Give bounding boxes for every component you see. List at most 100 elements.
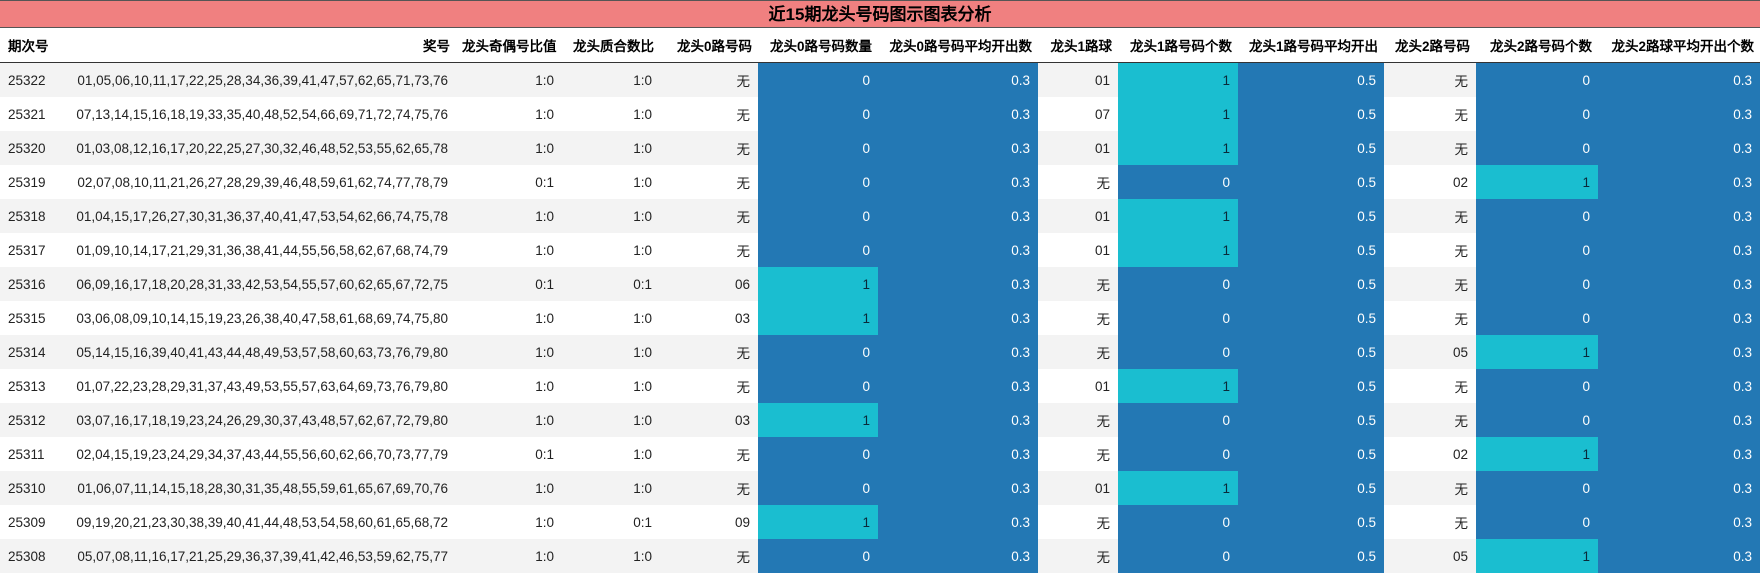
table-cell: 01 <box>1038 233 1118 267</box>
table-cell: 1 <box>758 267 878 301</box>
column-header[interactable]: 龙头1路号码个数 <box>1118 28 1238 63</box>
table-cell: 0 <box>1476 131 1598 165</box>
table-cell: 无 <box>660 335 758 369</box>
table-cell: 1:0 <box>456 505 562 539</box>
table-cell: 02,07,08,10,11,21,26,27,28,29,39,46,48,5… <box>56 165 456 199</box>
table-cell: 0.5 <box>1238 301 1384 335</box>
table-cell: 0.3 <box>1598 301 1760 335</box>
table-cell: 1:0 <box>562 471 660 505</box>
table-cell: 0 <box>758 233 878 267</box>
table-cell: 01,04,15,17,26,27,30,31,36,37,40,41,47,5… <box>56 199 456 233</box>
table-cell: 0 <box>1476 199 1598 233</box>
table-cell: 无 <box>660 97 758 131</box>
table-cell: 0 <box>1118 301 1238 335</box>
table-cell: 0:1 <box>456 437 562 471</box>
table-cell: 1 <box>1118 199 1238 233</box>
table-cell: 0 <box>758 539 878 573</box>
table-cell: 0.3 <box>1598 131 1760 165</box>
table-cell: 0.3 <box>1598 199 1760 233</box>
table-cell: 01,05,06,10,11,17,22,25,28,34,36,39,41,4… <box>56 62 456 97</box>
table-cell: 25308 <box>0 539 56 573</box>
table-cell: 25321 <box>0 97 56 131</box>
column-header[interactable]: 龙头2路球平均开出个数 <box>1598 28 1760 63</box>
column-header[interactable]: 龙头1路球 <box>1038 28 1118 63</box>
table-row: 25310 01,06,07,11,14,15,18,28,30,31,35,48… <box>0 471 1760 505</box>
table-cell: 02 <box>1384 437 1476 471</box>
table-row: 25321 07,13,14,15,16,18,19,33,35,40,48,52… <box>0 97 1760 131</box>
table-cell: 0.3 <box>878 539 1038 573</box>
table-cell: 0.3 <box>878 301 1038 335</box>
table-cell: 0.3 <box>878 471 1038 505</box>
table-cell: 25312 <box>0 403 56 437</box>
table-cell: 25313 <box>0 369 56 403</box>
column-header[interactable]: 期次号 <box>0 28 56 63</box>
table-cell: 无 <box>660 437 758 471</box>
table-row: 25320 01,03,08,12,16,17,20,22,25,27,30,32… <box>0 131 1760 165</box>
column-header[interactable]: 龙头2路号码个数 <box>1476 28 1598 63</box>
table-cell: 1:0 <box>456 539 562 573</box>
table-cell: 0.3 <box>878 199 1038 233</box>
table-cell: 1:0 <box>562 165 660 199</box>
table-cell: 0.5 <box>1238 62 1384 97</box>
table-cell: 无 <box>660 62 758 97</box>
table-row: 25316 06,09,16,17,18,20,28,31,33,42,53,54… <box>0 267 1760 301</box>
table-cell: 无 <box>1384 62 1476 97</box>
table-cell: 01 <box>1038 199 1118 233</box>
table-cell: 1:0 <box>562 539 660 573</box>
table-row: 25314 05,14,15,16,39,40,41,43,44,48,49,53… <box>0 335 1760 369</box>
column-header[interactable]: 龙头0路号码平均开出数 <box>878 28 1038 63</box>
table-cell: 0 <box>758 369 878 403</box>
table-cell: 25316 <box>0 267 56 301</box>
table-cell: 0.3 <box>878 437 1038 471</box>
table-cell: 无 <box>660 233 758 267</box>
column-header[interactable]: 龙头质合数比 <box>562 28 660 63</box>
table-cell: 0 <box>1476 97 1598 131</box>
table-cell: 01,07,22,23,28,29,31,37,43,49,53,55,57,6… <box>56 369 456 403</box>
column-header[interactable]: 龙头0路号码数量 <box>758 28 878 63</box>
table-cell: 01,06,07,11,14,15,18,28,30,31,35,48,55,5… <box>56 471 456 505</box>
table-cell: 无 <box>660 199 758 233</box>
table-cell: 01 <box>1038 471 1118 505</box>
table-cell: 06 <box>660 267 758 301</box>
table-cell: 无 <box>660 539 758 573</box>
table-cell: 1 <box>758 505 878 539</box>
table-cell: 09,19,20,21,23,30,38,39,40,41,44,48,53,5… <box>56 505 456 539</box>
column-header[interactable]: 龙头0路号码 <box>660 28 758 63</box>
table-cell: 无 <box>1384 403 1476 437</box>
column-header[interactable]: 奖号 <box>56 28 456 63</box>
table-cell: 1:0 <box>562 369 660 403</box>
table-cell: 0 <box>1118 539 1238 573</box>
table-cell: 0.5 <box>1238 539 1384 573</box>
table-cell: 0 <box>1118 335 1238 369</box>
table-cell: 1 <box>1476 165 1598 199</box>
table-cell: 0.5 <box>1238 335 1384 369</box>
table-cell: 1 <box>1118 62 1238 97</box>
table-cell: 无 <box>1384 131 1476 165</box>
column-header[interactable]: 龙头2路号码 <box>1384 28 1476 63</box>
table-cell: 0.3 <box>1598 335 1760 369</box>
table-cell: 无 <box>1384 301 1476 335</box>
table-cell: 06,09,16,17,18,20,28,31,33,42,53,54,55,5… <box>56 267 456 301</box>
table-row: 25318 01,04,15,17,26,27,30,31,36,37,40,41… <box>0 199 1760 233</box>
table-row: 25313 01,07,22,23,28,29,31,37,43,49,53,55… <box>0 369 1760 403</box>
table-cell: 0 <box>758 437 878 471</box>
table-cell: 03,07,16,17,18,19,23,24,26,29,30,37,43,4… <box>56 403 456 437</box>
table-cell: 0.3 <box>878 97 1038 131</box>
table-cell: 1:0 <box>456 233 562 267</box>
table-cell: 0.3 <box>1598 233 1760 267</box>
table-cell: 无 <box>660 369 758 403</box>
table-cell: 1 <box>1118 369 1238 403</box>
table-cell: 1:0 <box>562 301 660 335</box>
table-cell: 0.3 <box>878 267 1038 301</box>
table-cell: 无 <box>660 471 758 505</box>
column-header[interactable]: 龙头奇偶号比值 <box>456 28 562 63</box>
table-cell: 1:0 <box>562 403 660 437</box>
table-cell: 1 <box>1118 471 1238 505</box>
table-row: 25308 05,07,08,11,16,17,21,25,29,36,37,39… <box>0 539 1760 573</box>
table-row: 25317 01,09,10,14,17,21,29,31,36,38,41,44… <box>0 233 1760 267</box>
table-cell: 0.3 <box>1598 267 1760 301</box>
table-cell: 25322 <box>0 62 56 97</box>
table-cell: 25317 <box>0 233 56 267</box>
column-header[interactable]: 龙头1路号码平均开出 <box>1238 28 1384 63</box>
